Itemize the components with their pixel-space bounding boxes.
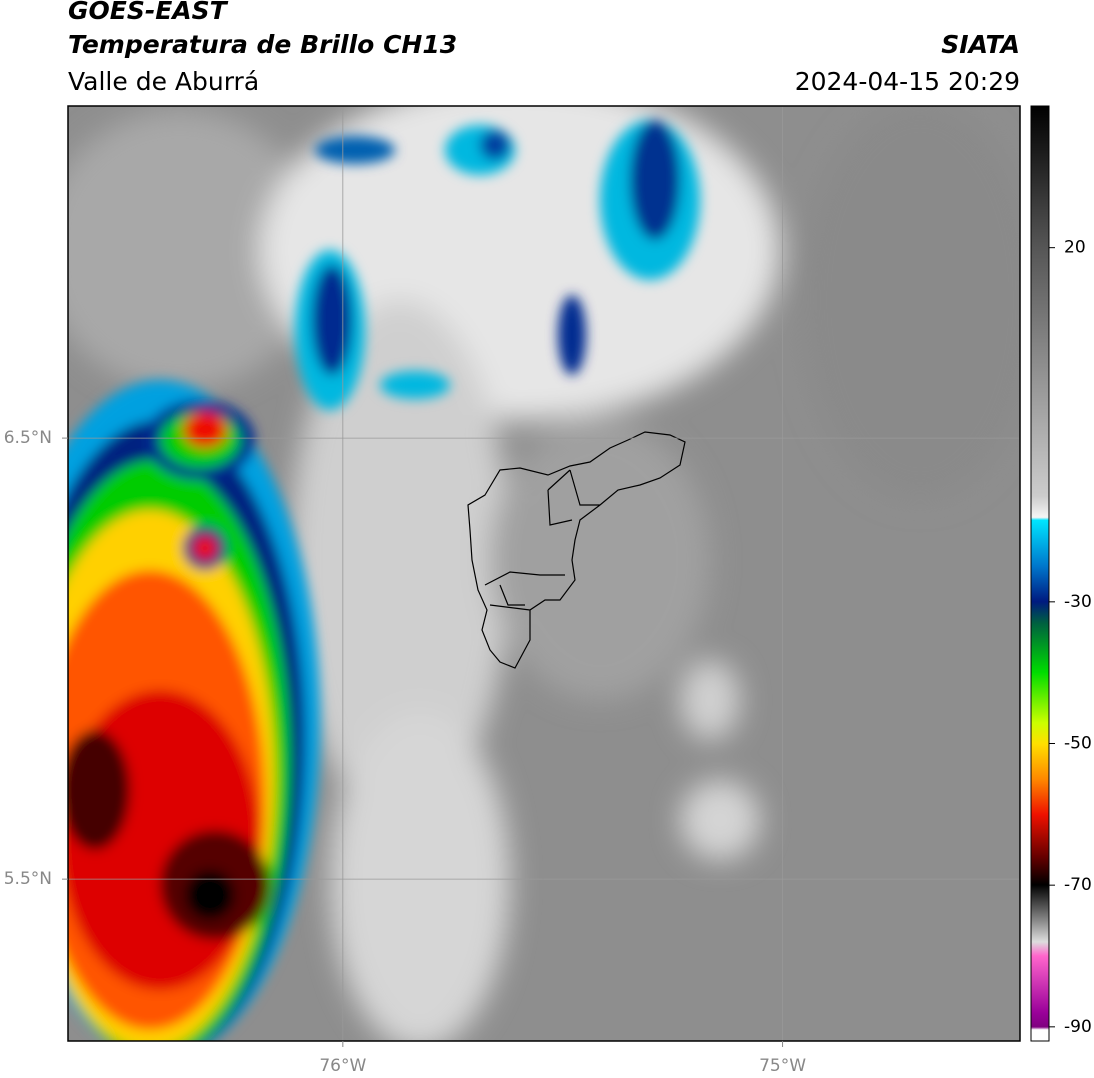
colorbar-tick-label: -90 [1064, 1017, 1092, 1037]
colorbar-tick-label: -50 [1064, 734, 1092, 754]
colorbar-tick-label: -30 [1064, 592, 1092, 612]
source: SIATA [941, 30, 1020, 59]
x-tick-label: 76°W [319, 1056, 366, 1076]
grid [68, 106, 1020, 1041]
datetime: 2024-04-15 20:29 [795, 67, 1020, 96]
x-tick-label: 75°W [759, 1056, 806, 1076]
colorbar-tick-label: -70 [1064, 875, 1092, 895]
region: Valle de Aburrá [68, 67, 259, 96]
colorbar [1030, 105, 1050, 1042]
map-frame [67, 105, 1021, 1042]
y-tick-label: 6.5°N [4, 428, 52, 448]
subtitle: Temperatura de Brillo CH13 [68, 30, 457, 59]
satellite-image [68, 106, 1020, 1041]
title: GOES-EAST [68, 0, 229, 25]
y-tick-label: 5.5°N [4, 869, 52, 889]
colorbar-tick-label: 20 [1064, 238, 1086, 258]
